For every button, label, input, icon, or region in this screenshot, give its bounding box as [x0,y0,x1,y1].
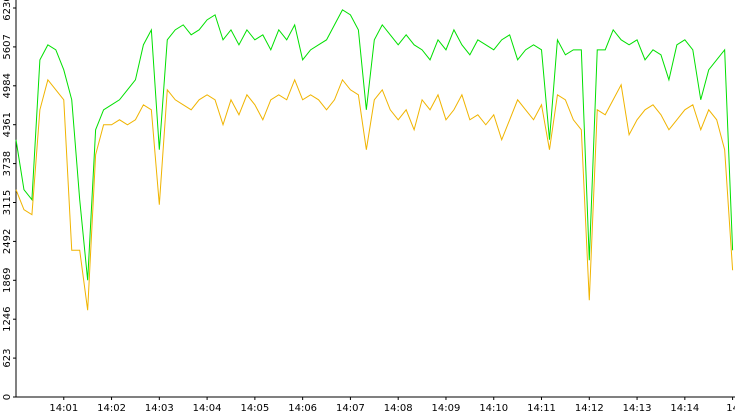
x-tick-label: 14:02 [97,403,126,414]
x-tick-label: 14:11 [527,403,556,414]
y-tick-label: 2492 [2,229,13,254]
y-tick-label: 1246 [2,306,13,331]
y-tick-label: 5607 [2,34,13,59]
x-tick-label: 14:10 [479,403,508,414]
x-tick-label: 14:03 [145,403,174,414]
y-tick-label: 3115 [2,190,13,215]
x-tick-label: 14:09 [432,403,461,414]
y-tick-label: 4984 [2,73,13,98]
x-tick-label: 14 [726,403,735,414]
x-tick-label: 14:07 [336,403,365,414]
x-tick-label: 14:05 [240,403,269,414]
series-line [15,9,734,281]
x-tick-label: 14:12 [575,403,604,414]
x-tick-label: 14:08 [384,403,413,414]
x-tick-label: 14:04 [193,403,222,414]
y-tick-label: 6230 [2,0,13,21]
y-tick-label: 0 [2,394,13,400]
y-tick-label: 1869 [2,268,13,293]
y-tick-label: 623 [2,349,13,368]
x-tick-label: 14:13 [623,403,652,414]
series-line [15,78,734,311]
x-tick-label: 14:14 [670,403,699,414]
y-tick-label: 4361 [2,112,13,137]
y-tick-label: 3738 [2,151,13,176]
x-tick-label: 14:01 [49,403,78,414]
x-tick-label: 14:06 [288,403,317,414]
